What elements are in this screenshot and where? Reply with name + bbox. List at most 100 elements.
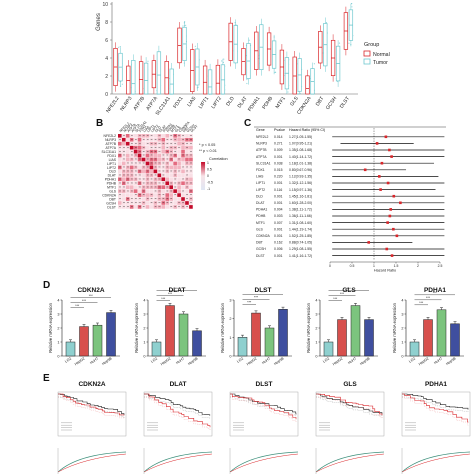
forest-pvalue: 0.038 [274,161,283,165]
forest-hr-text: 1.45(1.16-1.81) [289,194,312,198]
matrix-sig-mark: ** [162,163,164,166]
matrix-cell [165,153,170,158]
forest-pvalue: 0.001 [274,201,283,205]
matrix-cell [165,177,170,182]
matrix-cell [121,189,126,193]
matrix-sig-mark: ** [186,198,188,201]
matrix-sig-mark: ** [174,147,176,150]
matrix-cell [137,145,142,150]
matrix-sig-mark: ** [155,151,157,154]
matrix-sig-mark: ** [139,182,141,185]
matrix-sig-mark: ** [135,198,137,201]
matrix-sig-mark: ** [143,139,145,142]
matrix-sig-mark: ** [174,206,176,209]
matrix-sig-mark: ** [162,159,164,162]
matrix-cell [137,161,142,166]
matrix-sig-mark: ** [186,167,188,170]
matrix-col-label: GLS [174,125,182,133]
gene-xlabel: LIPT2 [210,96,223,111]
matrix-cell [137,193,142,197]
matrix-cell [161,157,166,162]
matrix-sig-mark: ** [190,167,192,170]
matrix-cell [185,181,189,186]
matrix-sig-mark: ** [119,155,121,158]
matrix-sig-mark: ** [174,143,176,146]
matrix-cell [169,201,173,205]
matrix-cell [177,137,181,142]
matrix-sig-mark: ** [123,135,125,138]
matrix-cell [121,141,126,146]
panel-d-letter: D [43,280,50,291]
survival-curve-low [402,393,469,410]
matrix-cell [118,141,122,146]
matrix-cell [177,189,181,193]
forest-hr-text: 1.15(0.97-1.36) [289,188,312,192]
matrix-sig-mark: ** [143,194,145,197]
forest-gene: ATP7B [256,148,267,152]
matrix-sig-mark: ** [155,198,157,201]
matrix-sig-mark: ** [147,135,149,138]
matrix-cell [189,153,193,158]
panel-a-legend-title: Group [364,42,379,48]
bar-sig-label: *** [347,287,352,291]
matrix-cell [133,193,138,197]
matrix-sig-mark: ** [131,202,133,205]
matrix-sig-mark: ** [166,171,168,174]
bar-sig-label: *** [419,301,424,305]
matrix-sig-mark: ** [151,202,153,205]
matrix-cell [153,193,158,197]
matrix-sig-mark: ** [186,174,188,177]
matrix-cell [121,161,126,166]
matrix-row-label: LIPT1 [107,162,116,166]
matrix-sig-mark: ** [166,155,168,158]
box-point-tumor [119,46,121,48]
matrix-sig-mark: ** [123,174,125,177]
bar-xlabel: HuH7 [347,357,357,366]
matrix-cell [165,193,170,197]
matrix-cell [189,145,193,150]
box-tumor [143,62,149,95]
gene-xlabel: PDHA1 [247,96,262,113]
matrix-sig-mark: ** [155,202,157,205]
matrix-col-label: LIAS [142,125,151,134]
matrix-sig-mark: ** [139,206,141,209]
matrix-cell [129,149,134,154]
matrix-cell [149,149,154,154]
matrix-sig-mark: ** [186,155,188,158]
matrix-cell [118,165,122,170]
matrix-cell [129,173,134,178]
forest-pvalue: 0.009 [274,148,283,152]
forest-point [377,175,381,178]
matrix-sig-mark: ** [190,190,192,193]
matrix-sig-mark: ** [170,206,172,209]
matrix-sig-mark: ** [147,167,149,170]
matrix-sig-mark: ** [166,190,168,193]
bar-sig-label: *** [340,292,345,296]
gene-xlabel: LIAS [186,95,198,108]
matrix-cell [129,189,134,193]
forest-point [390,254,394,257]
matrix-sig-mark: ** [143,206,145,209]
matrix-row-label: PDHB [107,182,117,186]
matrix-cell [137,197,142,201]
matrix-cell [173,157,177,162]
matrix-cell [149,157,154,162]
matrix-sig-mark: ** [151,174,153,177]
matrix-cell [173,193,177,197]
box-point-tumor [121,83,123,85]
matrix-sig-mark: ** [127,171,129,174]
matrix-sig-mark: ** [166,202,168,205]
matrix-sig-mark: ** [182,167,184,170]
matrix-cell [121,153,126,158]
matrix-cell [165,173,170,178]
forest-pvalue: 0.001 [274,155,283,159]
matrix-sig-mark: ** [159,194,161,197]
matrix-cell [181,205,185,209]
matrix-cell [157,189,162,193]
matrix-sig-mark: ** [162,174,164,177]
matrix-sig-mark: ** [127,147,129,150]
roc-curve-2 [315,453,385,473]
forest-point [384,135,388,139]
matrix-cell [118,201,122,205]
matrix-cell [169,145,173,150]
